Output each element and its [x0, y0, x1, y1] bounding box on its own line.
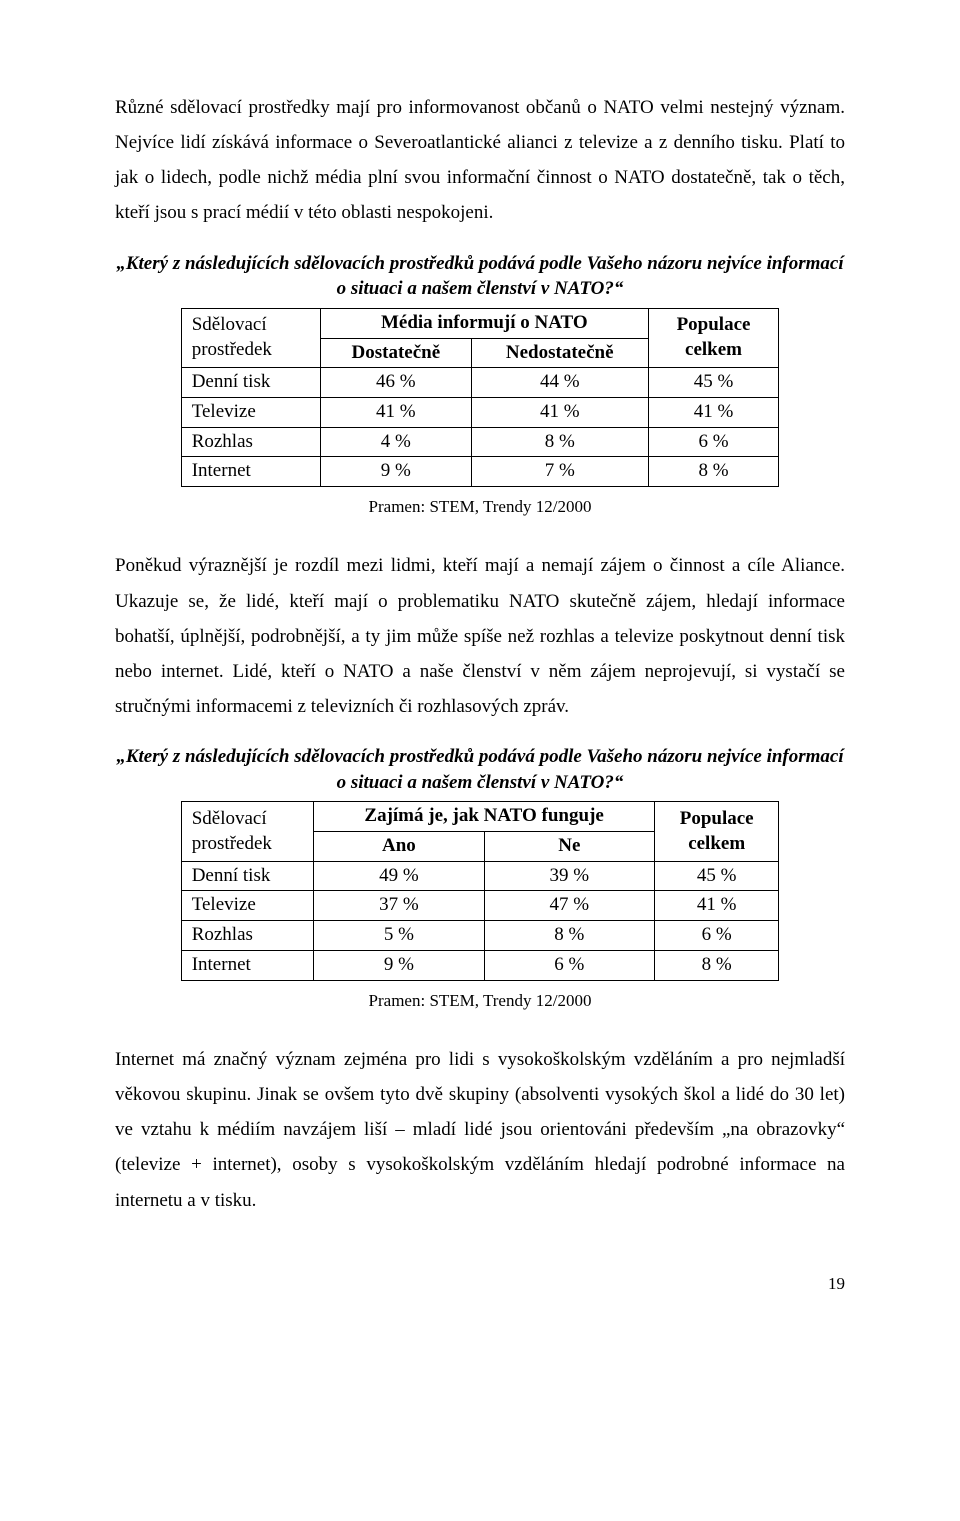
col-header-total-line2: celkem — [688, 833, 745, 854]
cell-value: 8 % — [655, 950, 779, 980]
table-row: Denní tisk 46 % 44 % 45 % — [181, 368, 779, 398]
table-media-inform: Sdělovací prostředek Média informují o N… — [181, 308, 780, 487]
page-number: 19 — [115, 1268, 845, 1299]
group-header-interest: Zajímá je, jak NATO funguje — [314, 802, 655, 832]
col-header-total-line1: Populace — [677, 314, 751, 335]
cell-label: Televize — [181, 891, 313, 921]
table-row: Internet 9 % 7 % 8 % — [181, 457, 779, 487]
cell-value: 39 % — [484, 861, 654, 891]
cell-label: Denní tisk — [181, 861, 313, 891]
col-header-media: Sdělovací prostředek — [181, 802, 313, 861]
paragraph-1: Různé sdělovací prostředky mají pro info… — [115, 90, 845, 231]
cell-value: 9 % — [320, 457, 471, 487]
table-row: Televize 41 % 41 % 41 % — [181, 397, 779, 427]
cell-value: 6 % — [655, 921, 779, 951]
paragraph-2: Poněkud výraznější je rozdíl mezi lidmi,… — [115, 548, 845, 724]
col-header-total: Populace celkem — [655, 802, 779, 861]
subheader-sufficient: Dostatečně — [320, 338, 471, 368]
table-row: Rozhlas 5 % 8 % 6 % — [181, 921, 779, 951]
col-header-media-line1: Sdělovací — [192, 808, 267, 829]
page: Různé sdělovací prostředky mají pro info… — [0, 0, 960, 1389]
table-row: Denní tisk 49 % 39 % 45 % — [181, 861, 779, 891]
table-row: Televize 37 % 47 % 41 % — [181, 891, 779, 921]
cell-value: 4 % — [320, 427, 471, 457]
cell-value: 37 % — [314, 891, 484, 921]
cell-value: 41 % — [648, 397, 779, 427]
survey-question-1: „Který z následujících sdělovacích prost… — [115, 251, 845, 302]
table-source-1: Pramen: STEM, Trendy 12/2000 — [115, 491, 845, 522]
cell-label: Internet — [181, 457, 320, 487]
cell-label: Rozhlas — [181, 921, 313, 951]
col-header-media-line1: Sdělovací — [192, 314, 267, 335]
table-row: Rozhlas 4 % 8 % 6 % — [181, 427, 779, 457]
group-header-inform: Média informují o NATO — [320, 308, 648, 338]
cell-label: Internet — [181, 950, 313, 980]
cell-value: 45 % — [655, 861, 779, 891]
cell-value: 7 % — [471, 457, 648, 487]
table-interest: Sdělovací prostředek Zajímá je, jak NATO… — [181, 801, 780, 980]
cell-value: 41 % — [655, 891, 779, 921]
cell-value: 6 % — [484, 950, 654, 980]
cell-value: 5 % — [314, 921, 484, 951]
col-header-total: Populace celkem — [648, 308, 779, 367]
table-source-2: Pramen: STEM, Trendy 12/2000 — [115, 985, 845, 1016]
cell-value: 49 % — [314, 861, 484, 891]
cell-value: 44 % — [471, 368, 648, 398]
cell-value: 47 % — [484, 891, 654, 921]
cell-value: 6 % — [648, 427, 779, 457]
col-header-media-line2: prostředek — [192, 339, 272, 360]
survey-question-2: „Který z následujících sdělovacích prost… — [115, 744, 845, 795]
cell-label: Denní tisk — [181, 368, 320, 398]
subheader-yes: Ano — [314, 832, 484, 862]
cell-value: 45 % — [648, 368, 779, 398]
cell-value: 9 % — [314, 950, 484, 980]
cell-value: 8 % — [648, 457, 779, 487]
cell-value: 8 % — [484, 921, 654, 951]
cell-value: 41 % — [471, 397, 648, 427]
cell-label: Rozhlas — [181, 427, 320, 457]
paragraph-3: Internet má značný význam zejména pro li… — [115, 1042, 845, 1218]
cell-value: 8 % — [471, 427, 648, 457]
col-header-media: Sdělovací prostředek — [181, 308, 320, 367]
col-header-media-line2: prostředek — [192, 833, 272, 854]
cell-value: 41 % — [320, 397, 471, 427]
col-header-total-line1: Populace — [680, 808, 754, 829]
cell-label: Televize — [181, 397, 320, 427]
col-header-total-line2: celkem — [685, 339, 742, 360]
subheader-no: Ne — [484, 832, 654, 862]
table-row: Internet 9 % 6 % 8 % — [181, 950, 779, 980]
subheader-insufficient: Nedostatečně — [471, 338, 648, 368]
cell-value: 46 % — [320, 368, 471, 398]
